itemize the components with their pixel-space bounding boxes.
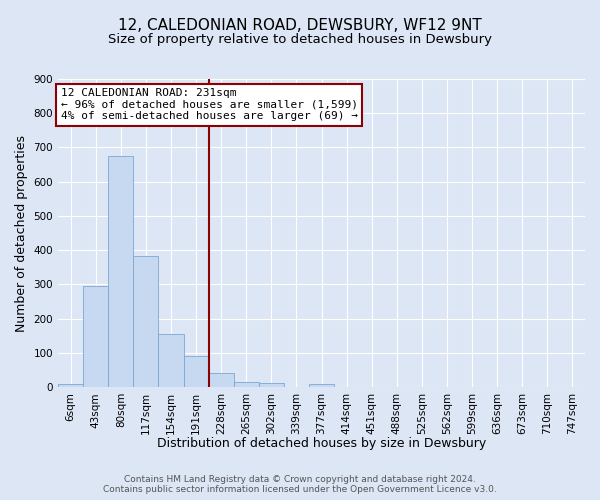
- Bar: [108, 156, 133, 387]
- Text: Contains public sector information licensed under the Open Government Licence v3: Contains public sector information licen…: [103, 485, 497, 494]
- Text: Size of property relative to detached houses in Dewsbury: Size of property relative to detached ho…: [108, 32, 492, 46]
- Bar: [259, 383, 284, 387]
- Bar: [309, 384, 334, 387]
- X-axis label: Distribution of detached houses by size in Dewsbury: Distribution of detached houses by size …: [157, 437, 486, 450]
- Y-axis label: Number of detached properties: Number of detached properties: [15, 134, 28, 332]
- Text: 12, CALEDONIAN ROAD, DEWSBURY, WF12 9NT: 12, CALEDONIAN ROAD, DEWSBURY, WF12 9NT: [118, 18, 482, 32]
- Bar: [133, 256, 158, 387]
- Bar: [233, 382, 259, 387]
- Bar: [158, 334, 184, 387]
- Bar: [209, 372, 233, 387]
- Bar: [58, 384, 83, 387]
- Bar: [184, 356, 209, 387]
- Text: Contains HM Land Registry data © Crown copyright and database right 2024.: Contains HM Land Registry data © Crown c…: [124, 474, 476, 484]
- Text: 12 CALEDONIAN ROAD: 231sqm
← 96% of detached houses are smaller (1,599)
4% of se: 12 CALEDONIAN ROAD: 231sqm ← 96% of deta…: [61, 88, 358, 122]
- Bar: [83, 286, 108, 387]
